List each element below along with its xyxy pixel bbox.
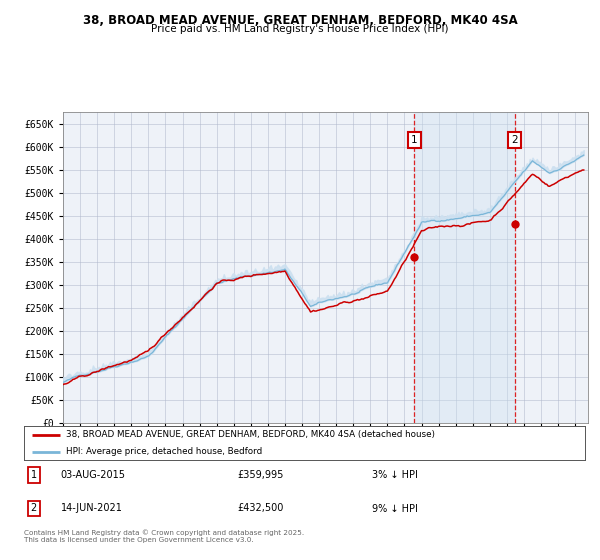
Text: 38, BROAD MEAD AVENUE, GREAT DENHAM, BEDFORD, MK40 4SA (detached house): 38, BROAD MEAD AVENUE, GREAT DENHAM, BED…	[66, 431, 435, 440]
Text: £432,500: £432,500	[237, 503, 284, 514]
Text: 9% ↓ HPI: 9% ↓ HPI	[372, 503, 418, 514]
Text: 2: 2	[511, 134, 518, 144]
Text: 1: 1	[411, 134, 418, 144]
Text: 14-JUN-2021: 14-JUN-2021	[61, 503, 122, 514]
Text: Contains HM Land Registry data © Crown copyright and database right 2025.
This d: Contains HM Land Registry data © Crown c…	[24, 529, 304, 543]
Text: 1: 1	[31, 470, 37, 480]
Text: Price paid vs. HM Land Registry's House Price Index (HPI): Price paid vs. HM Land Registry's House …	[151, 24, 449, 34]
Bar	[415, 112, 515, 423]
Text: 38, BROAD MEAD AVENUE, GREAT DENHAM, BEDFORD, MK40 4SA: 38, BROAD MEAD AVENUE, GREAT DENHAM, BED…	[83, 14, 517, 27]
Text: 3% ↓ HPI: 3% ↓ HPI	[372, 470, 418, 480]
Text: £359,995: £359,995	[237, 470, 284, 480]
Text: 03-AUG-2015: 03-AUG-2015	[61, 470, 125, 480]
Text: HPI: Average price, detached house, Bedford: HPI: Average price, detached house, Bedf…	[66, 447, 262, 456]
Text: 2: 2	[31, 503, 37, 514]
